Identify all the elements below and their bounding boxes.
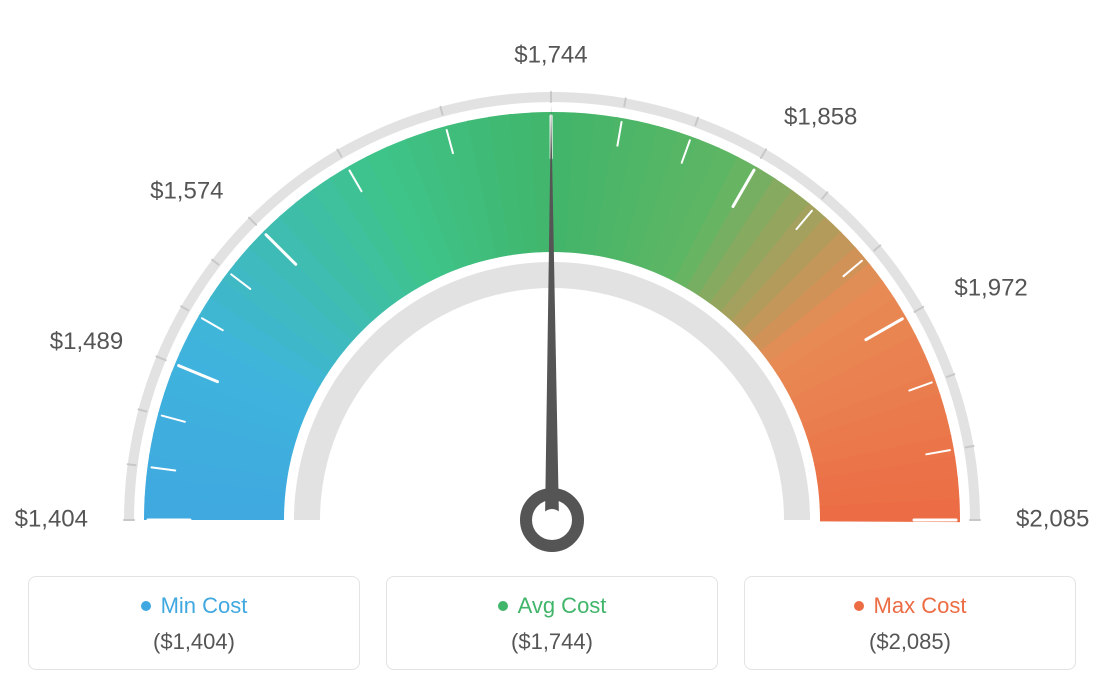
chart-container: $1,404 $1,489 $1,574 $1,744 $1,858 $1,972 $2,0… <box>0 0 1104 690</box>
legend-value-avg: ($1,744) <box>387 629 717 655</box>
legend-card-max: Max Cost ($2,085) <box>744 576 1076 670</box>
gauge-tick-label: $1,744 <box>514 41 587 68</box>
legend-title-max: Max Cost <box>854 593 967 619</box>
gauge-chart: $1,404 $1,489 $1,574 $1,744 $1,858 $1,972 $2,0… <box>0 0 1104 560</box>
gauge-tick-label: $1,858 <box>784 104 857 131</box>
gauge-tick-label: $1,574 <box>150 178 223 205</box>
gauge-tick-label: $2,085 <box>1016 505 1089 532</box>
legend-title-avg: Avg Cost <box>498 593 607 619</box>
legend-value-max: ($2,085) <box>745 629 1075 655</box>
legend-title-min-text: Min Cost <box>161 593 248 619</box>
legend-dot-avg <box>498 601 508 611</box>
legend-title-min: Min Cost <box>141 593 248 619</box>
legend-card-avg: Avg Cost ($1,744) <box>386 576 718 670</box>
legend-dot-min <box>141 601 151 611</box>
legend-title-avg-text: Avg Cost <box>518 593 607 619</box>
legend-dot-max <box>854 601 864 611</box>
gauge-tick-label: $1,404 <box>15 505 88 532</box>
legend-title-max-text: Max Cost <box>874 593 967 619</box>
legend-value-min: ($1,404) <box>29 629 359 655</box>
gauge-tick-label: $1,489 <box>50 328 123 355</box>
legend-card-min: Min Cost ($1,404) <box>28 576 360 670</box>
gauge-tick-label: $1,972 <box>954 274 1027 301</box>
legend-row: Min Cost ($1,404) Avg Cost ($1,744) Max … <box>0 576 1104 670</box>
